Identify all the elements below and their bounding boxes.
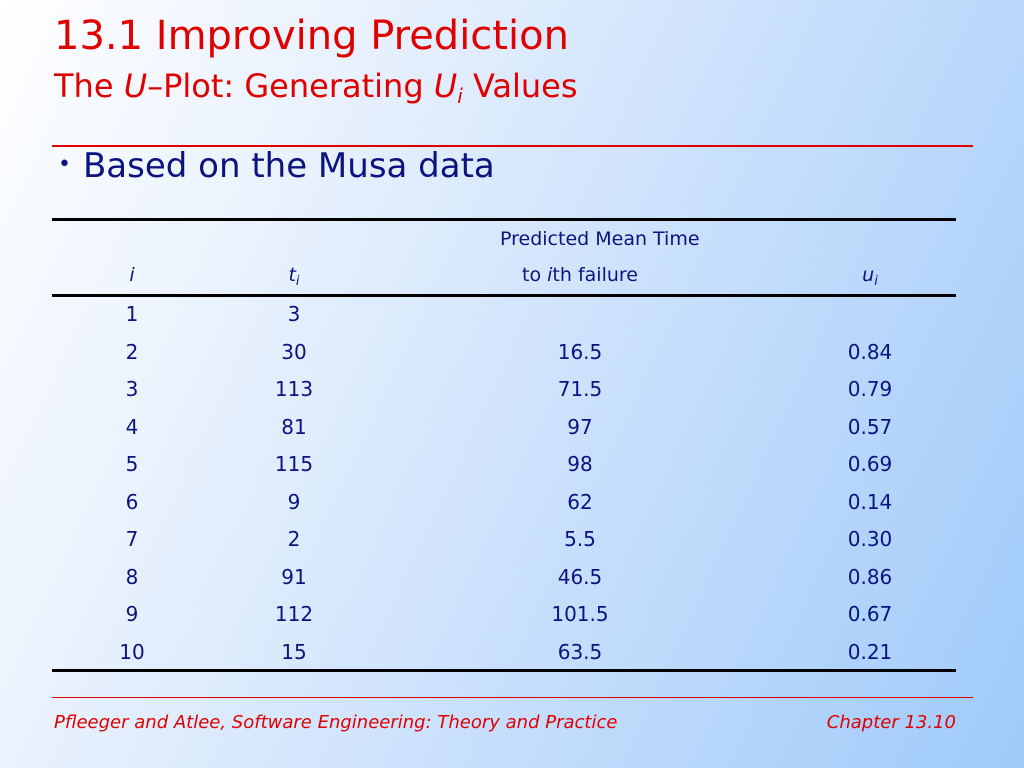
cell-predicted: 71.5 (557, 377, 603, 401)
cell-i: 2 (125, 339, 139, 364)
subtitle-values: Values (472, 67, 578, 105)
header-col3-line2: to ith failure (500, 262, 660, 288)
table-bottom-rule (52, 669, 956, 672)
footer-divider (52, 697, 973, 698)
cell-t: 2 (287, 527, 301, 551)
cell-t: 3 (287, 302, 301, 326)
header-u-subscript: i (874, 274, 878, 289)
header-t-subscript: i (295, 274, 300, 289)
header-col-t: ti (214, 262, 374, 295)
header-th-failure: th failure (552, 264, 638, 286)
cell-u: 0.79 (847, 377, 893, 401)
table-top-rule (52, 218, 956, 221)
subtitle-u-subscript: i (457, 84, 463, 108)
cell-t: 81 (281, 414, 307, 439)
title-divider (52, 145, 973, 147)
cell-predicted: 97 (567, 414, 593, 439)
cell-i: 9 (125, 602, 139, 626)
subtitle-u: U (123, 67, 148, 105)
cell-predicted: 98 (567, 452, 593, 476)
cell-predicted: 63.5 (557, 639, 603, 664)
cell-t: 9 (287, 489, 301, 514)
cell-u: 0.30 (847, 527, 893, 551)
cell-i: 3 (125, 377, 139, 401)
subtitle-plot-generating: –Plot: Generating (147, 67, 424, 105)
bullet-dot: • (58, 152, 71, 177)
subtitle-u-symbol: U (433, 67, 458, 105)
cell-u: 0.57 (847, 414, 893, 439)
header-col-u: ui (790, 262, 950, 295)
cell-u: 0.21 (847, 639, 893, 664)
cell-predicted: 62 (567, 489, 593, 514)
footer-chapter: Chapter 13.10 (826, 712, 956, 733)
cell-i: 7 (125, 527, 139, 551)
cell-t: 30 (281, 339, 307, 364)
slide-title: 13.1 Improving Prediction (54, 13, 569, 59)
cell-i: 1 (125, 302, 139, 326)
cell-t: 91 (281, 564, 307, 589)
header-u: u (862, 264, 875, 286)
slide-subtitle: The U–Plot: Generating Ui Values (54, 66, 578, 116)
cell-i: 10 (119, 639, 145, 664)
bullet-point: • Based on the Musa data (58, 142, 495, 189)
cell-i: 5 (125, 452, 139, 476)
cell-u: 0.86 (847, 564, 893, 589)
cell-predicted: 46.5 (557, 564, 603, 589)
cell-i: 8 (125, 564, 139, 589)
table-header-rule (52, 294, 956, 297)
cell-t: 113 (274, 377, 314, 401)
cell-u: 0.84 (847, 339, 893, 364)
bullet-text: Based on the Musa data (82, 146, 495, 186)
cell-u: 0.69 (847, 452, 893, 476)
cell-t: 115 (274, 452, 314, 476)
header-col3-line1: Predicted Mean Time (500, 228, 700, 250)
cell-predicted: 101.5 (551, 602, 609, 626)
header-ith-i: i (547, 264, 553, 286)
cell-t: 15 (281, 639, 307, 664)
subtitle-the: The (54, 67, 114, 105)
cell-predicted: 16.5 (557, 339, 603, 364)
footer-citation: Pfleeger and Atlee, Software Engineering… (54, 712, 618, 733)
cell-u: 0.67 (847, 602, 893, 626)
cell-predicted: 5.5 (564, 527, 596, 551)
header-col-i: i (52, 262, 212, 288)
cell-u: 0.14 (847, 489, 893, 514)
header-to: to (522, 264, 548, 286)
cell-i: 6 (125, 489, 139, 514)
header-t: t (288, 264, 296, 286)
header-i: i (129, 264, 135, 286)
cell-t: 112 (274, 602, 314, 626)
cell-i: 4 (125, 414, 139, 439)
